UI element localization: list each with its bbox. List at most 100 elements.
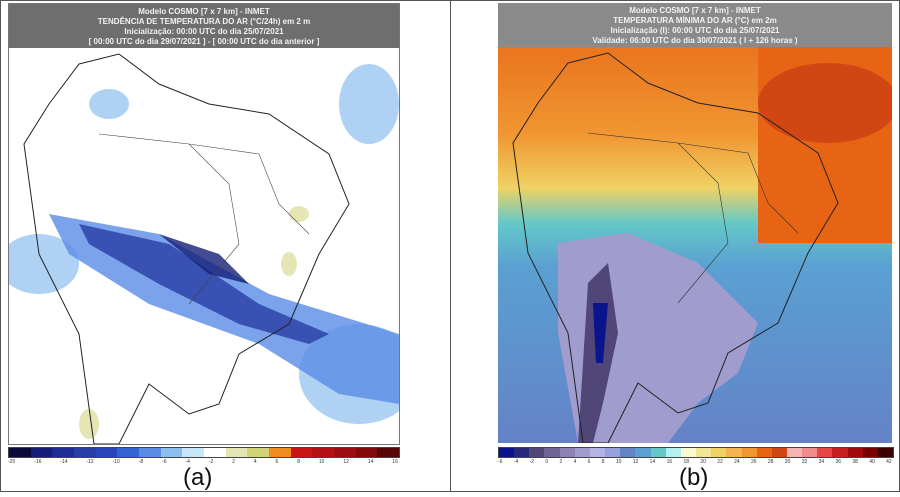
colorbar-swatch: [605, 448, 621, 457]
validity-period: [ 00:00 UTC do dia 29/07/2021 ] - [ 00:0…: [88, 37, 320, 46]
panel-b-map: Modelo COSMO [7 x 7 km] - INMET TEMPERAT…: [498, 3, 892, 443]
panel-b-frame: Modelo COSMO [7 x 7 km] - INMET TEMPERAT…: [450, 0, 900, 492]
colorbar-tick-label: -2: [208, 459, 214, 465]
colorbar-swatch: [847, 448, 863, 457]
colorbar-swatch: [377, 448, 400, 457]
panel-b-colorbar: [498, 447, 894, 458]
colorbar-tick-label: 6: [587, 459, 591, 465]
colorbar-swatch: [74, 448, 96, 457]
colorbar-swatch: [589, 448, 606, 457]
colorbar-tick-label: 20: [700, 459, 706, 465]
colorbar-swatch: [817, 448, 833, 457]
colorbar-tick-label: 2: [559, 459, 563, 465]
colorbar-tick-label: 40: [869, 459, 875, 465]
panel-b-header: Modelo COSMO [7 x 7 km] - INMET TEMPERAT…: [498, 3, 892, 47]
colorbar-tick-label: 12: [343, 459, 349, 465]
colorbar-swatch: [9, 448, 31, 457]
variable-title: TENDÊNCIA DE TEMPERATURA DO AR (°C/24h) …: [97, 17, 311, 26]
colorbar-tick-label: 34: [818, 459, 825, 465]
colorbar-swatch: [680, 448, 697, 457]
colorbar-tick-label: 26: [751, 459, 757, 465]
colorbar-tick-label: 10: [615, 459, 622, 465]
colorbar-tick-label: 16: [392, 459, 398, 465]
colorbar-swatch: [544, 448, 560, 457]
colorbar-swatch: [771, 448, 787, 457]
colorbar-swatch: [741, 448, 757, 457]
colorbar-tick-label: -2: [529, 459, 535, 465]
panel-a-label: (a): [183, 464, 213, 491]
colorbar-swatch: [696, 448, 712, 457]
colorbar-swatch: [802, 448, 818, 457]
panel-a-frame: Modelo COSMO [7 x 7 km] - INMET TENDÊNCI…: [0, 0, 451, 492]
colorbar-tick-label: -12: [86, 459, 94, 465]
colorbar-swatch: [862, 448, 878, 457]
colorbar-swatch: [139, 448, 161, 457]
colorbar-swatch: [290, 448, 313, 457]
colorbar-swatch: [665, 448, 681, 457]
colorbar-swatch: [529, 448, 545, 457]
colorbar-swatch: [711, 448, 727, 457]
colorbar-tick-label: -20: [8, 459, 16, 465]
colorbar-tick-label: 2: [232, 459, 235, 465]
colorbar-swatch: [247, 448, 270, 457]
panel-a-map: Modelo COSMO [7 x 7 km] - INMET TENDÊNCI…: [8, 3, 400, 445]
colorbar-swatch: [786, 448, 803, 457]
colorbar-tick-label: 30: [784, 459, 791, 465]
colorbar-tick-label: -10: [112, 459, 120, 465]
colorbar-tick-label: 12: [632, 459, 639, 465]
init-time: Inicialização (I): 00:00 UTC do dia 25/0…: [610, 26, 780, 35]
colorbar-tick-label: 6: [275, 459, 279, 465]
colorbar-tick-label: -4: [513, 459, 519, 465]
variable-title: TEMPERATURA MÍNIMA DO AR (°C) em 2m: [613, 16, 777, 25]
colorbar-tick-label: 22: [717, 459, 723, 465]
colorbar-swatch: [635, 448, 651, 457]
colorbar-swatch: [95, 448, 118, 457]
colorbar-tick-label: 8: [297, 459, 300, 465]
colorbar-tick-label: 32: [801, 459, 808, 465]
model-title: Modelo COSMO [7 x 7 km] - INMET: [138, 7, 270, 16]
panel-a-colorbar-ticks: -20 -16 -14 -12 -10 -8 -6 -4 -2 2 4 6 8 10 12 14 16: [8, 459, 398, 465]
colorbar-swatch: [312, 448, 335, 457]
panel-b-label: (b): [679, 464, 709, 491]
colorbar-tick-label: 8: [601, 459, 605, 465]
colorbar-swatch: [30, 448, 53, 457]
colorbar-tick-label: 42: [886, 459, 892, 465]
colorbar-swatch: [574, 448, 590, 457]
colorbar-tick-label: -16: [34, 459, 42, 465]
panel-a-colorbar: [8, 447, 400, 458]
colorbar-tick-label: 14: [367, 459, 374, 465]
colorbar-swatch: [355, 448, 378, 457]
minimum-temperature-map: [498, 3, 892, 443]
colorbar-swatch: [269, 448, 291, 457]
colorbar-swatch: [877, 448, 894, 457]
colorbar-tick-label: -6: [498, 459, 503, 465]
temperature-trend-map: [9, 53, 399, 444]
colorbar-swatch: [334, 448, 356, 457]
colorbar-swatch: [160, 448, 183, 457]
colorbar-tick-label: -6: [162, 459, 167, 465]
colorbar-tick-label: 24: [734, 459, 740, 465]
colorbar-swatch: [620, 448, 636, 457]
colorbar-swatch: [499, 448, 515, 457]
colorbar-tick-label: 14: [649, 459, 656, 465]
colorbar-swatch: [52, 448, 75, 457]
colorbar-swatch: [117, 448, 140, 457]
colorbar-swatch: [832, 448, 848, 457]
colorbar-swatch: [726, 448, 742, 457]
colorbar-tick-label: 18: [683, 459, 690, 465]
colorbar-swatch: [650, 448, 666, 457]
colorbar-tick-label: 36: [835, 459, 842, 465]
init-time: Inicialização: 00:00 UTC do dia 25/07/20…: [124, 27, 284, 36]
colorbar-tick-label: 28: [767, 459, 774, 465]
colorbar-swatch: [225, 448, 248, 457]
colorbar-tick-label: 10: [318, 459, 325, 465]
colorbar-tick-label: 4: [573, 459, 577, 465]
colorbar-swatch: [559, 448, 575, 457]
colorbar-tick-label: -14: [60, 459, 68, 465]
model-title: Modelo COSMO [7 x 7 km] - INMET: [629, 6, 761, 15]
colorbar-swatch: [514, 448, 530, 457]
panel-a-header: Modelo COSMO [7 x 7 km] - INMET TENDÊNCI…: [9, 4, 399, 48]
colorbar-tick-label: 0: [545, 459, 549, 465]
colorbar-tick-label: 16: [666, 459, 673, 465]
colorbar-swatch: [204, 448, 226, 457]
